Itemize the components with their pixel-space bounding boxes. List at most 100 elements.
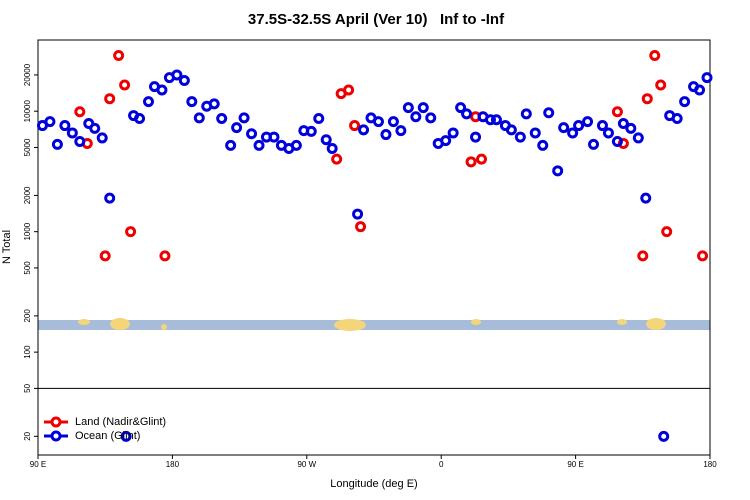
point <box>440 135 452 147</box>
y-tick-label: 10000 <box>23 100 32 123</box>
point <box>313 112 325 124</box>
point <box>120 430 132 442</box>
point <box>602 127 614 139</box>
point <box>343 84 355 96</box>
x-axis-label: Longitude (deg E) <box>330 478 417 490</box>
point <box>231 122 243 134</box>
point <box>159 250 171 262</box>
point <box>632 132 644 144</box>
point <box>611 136 623 148</box>
point <box>694 84 706 96</box>
point <box>380 129 392 141</box>
point <box>641 93 653 105</box>
point <box>679 96 691 108</box>
x-tick-label: 180 <box>703 460 717 469</box>
legend-label: Land (Nadir&Glint) <box>75 416 166 428</box>
point <box>588 138 600 150</box>
point <box>66 127 78 139</box>
point <box>143 96 155 108</box>
point <box>156 84 168 96</box>
point <box>573 120 585 132</box>
map-strip <box>38 318 710 331</box>
point <box>490 114 502 126</box>
point <box>74 136 86 148</box>
y-tick-label: 5000 <box>23 138 32 156</box>
y-tick-label: 100 <box>23 345 32 359</box>
point <box>352 208 364 220</box>
point <box>96 132 108 144</box>
point <box>125 226 137 238</box>
point <box>701 72 713 84</box>
point <box>119 79 131 91</box>
point <box>617 118 629 130</box>
point <box>59 120 71 132</box>
point <box>171 69 183 81</box>
point <box>470 131 482 143</box>
plot-frame <box>37 39 711 456</box>
point <box>505 124 517 136</box>
point <box>484 114 496 126</box>
point <box>349 120 361 132</box>
point <box>455 102 467 114</box>
point <box>372 116 384 128</box>
point <box>331 153 343 165</box>
point <box>74 106 86 118</box>
x-tick-label: 0 <box>439 460 444 469</box>
y-tick-label: 200 <box>23 309 32 323</box>
point <box>89 122 101 134</box>
y-tick-label: 500 <box>23 261 32 275</box>
legend-label: Ocean (Glint) <box>75 430 140 442</box>
point <box>697 250 709 262</box>
point <box>99 250 111 262</box>
point <box>625 122 637 134</box>
point <box>402 102 414 114</box>
point <box>134 112 146 124</box>
point <box>268 131 280 143</box>
point <box>358 124 370 136</box>
point <box>655 79 667 91</box>
point <box>387 116 399 128</box>
point <box>178 74 190 86</box>
point <box>649 50 661 62</box>
point <box>637 250 649 262</box>
point <box>51 138 63 150</box>
point <box>537 139 549 151</box>
x-tick-label: 180 <box>166 460 180 469</box>
point <box>238 112 250 124</box>
point <box>611 106 623 118</box>
y-tick-label: 50 <box>23 383 32 392</box>
point <box>355 221 367 233</box>
point <box>465 156 477 168</box>
point <box>447 127 459 139</box>
point <box>305 125 317 137</box>
point <box>558 122 570 134</box>
chart-title: 37.5S-32.5S April (Ver 10) Inf to -Inf <box>248 11 505 28</box>
point <box>246 128 258 140</box>
point <box>461 108 473 120</box>
point <box>417 102 429 114</box>
point <box>425 112 437 124</box>
point <box>208 98 220 110</box>
legend-marker <box>50 416 62 428</box>
point <box>476 153 488 165</box>
y-tick-label: 20 <box>23 431 32 440</box>
point <box>543 107 555 119</box>
point <box>671 112 683 124</box>
point <box>290 139 302 151</box>
x-tick-label: 90 E <box>567 460 583 469</box>
point <box>395 125 407 137</box>
point <box>410 111 422 123</box>
point <box>104 93 116 105</box>
point <box>514 131 526 143</box>
point <box>582 116 594 128</box>
point <box>193 112 205 124</box>
point <box>104 192 116 204</box>
y-axis-label: N Total <box>1 230 13 264</box>
point <box>326 143 338 155</box>
point <box>520 108 532 120</box>
point <box>44 116 56 128</box>
y-tick-label: 1000 <box>23 222 32 240</box>
point <box>552 165 564 177</box>
point <box>661 226 673 238</box>
